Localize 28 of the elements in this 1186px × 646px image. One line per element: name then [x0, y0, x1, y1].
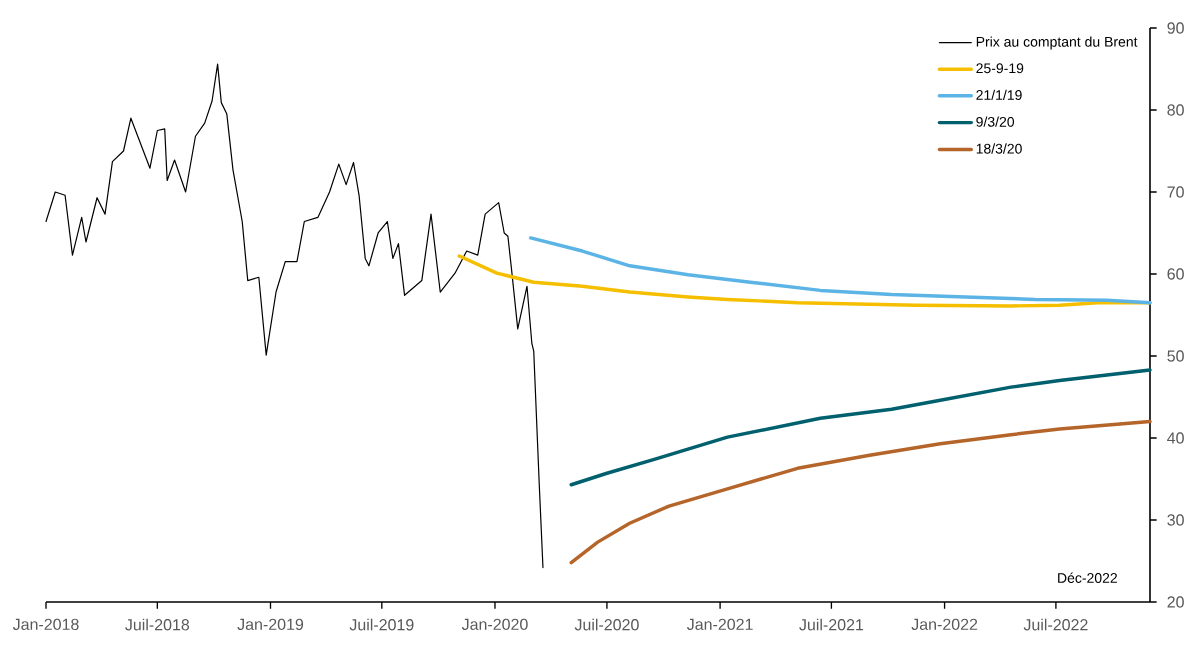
- y-tick-label: 60: [1167, 268, 1184, 280]
- x-tick-label: Juil-2019: [349, 618, 414, 631]
- x-tick-label: Jan-2018: [12, 618, 79, 631]
- y-tick-label: 30: [1167, 514, 1184, 526]
- y-tick-label: 50: [1167, 350, 1184, 362]
- x-tick-label: Juil-2022: [1023, 618, 1088, 631]
- x-tick-label: Juil-2020: [574, 618, 639, 631]
- y-tick-label: 80: [1167, 104, 1184, 116]
- legend-label: 21/1/19: [976, 89, 1022, 101]
- annotation: Déc-2022: [1058, 572, 1117, 583]
- line-series: [569, 368, 1152, 487]
- legend-label: 9/3/20: [976, 116, 1015, 127]
- x-tick-label: Jan-2019: [237, 618, 304, 631]
- y-tick-label: 70: [1167, 186, 1184, 198]
- x-tick-label: Jan-2022: [911, 618, 978, 631]
- x-tick-label: Juil-2021: [799, 618, 864, 631]
- legend-label: 25-9-19: [976, 63, 1024, 74]
- y-tick-label: 90: [1167, 22, 1184, 34]
- x-tick-label: Jan-2020: [461, 618, 528, 631]
- x-tick-label: Jan-2021: [686, 618, 753, 631]
- y-tick-label: 40: [1167, 432, 1184, 444]
- line-series: [528, 236, 1152, 305]
- legend-label: Prix au comptant du Brent: [976, 36, 1138, 50]
- x-tick-label: Juil-2018: [125, 618, 190, 631]
- legend-label: 18/3/20: [976, 143, 1022, 154]
- line-series: [569, 419, 1152, 565]
- line-series: [45, 63, 544, 569]
- y-tick-label: 20: [1167, 596, 1184, 608]
